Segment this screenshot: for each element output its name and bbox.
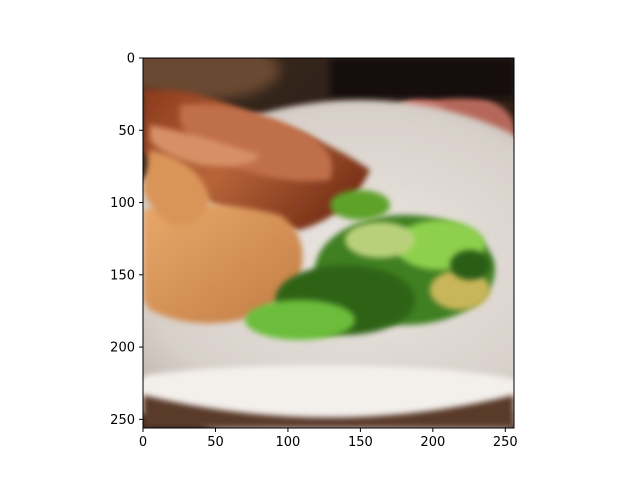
y-tick-label: 200 bbox=[110, 341, 135, 356]
food-photo bbox=[143, 58, 514, 428]
y-tick-label: 50 bbox=[118, 124, 135, 139]
axes-frame bbox=[142, 57, 515, 429]
x-tick-label: 50 bbox=[207, 435, 224, 450]
y-tick-label: 150 bbox=[110, 268, 135, 283]
x-tick-label: 250 bbox=[493, 435, 518, 450]
y-tick-label: 0 bbox=[127, 52, 135, 67]
x-tick-label: 150 bbox=[348, 435, 373, 450]
x-axis: 0 50 100 150 200 250 bbox=[139, 428, 518, 450]
y-tick-label: 250 bbox=[110, 413, 135, 428]
x-tick-label: 200 bbox=[420, 435, 445, 450]
y-axis: 0 50 100 150 200 250 bbox=[110, 52, 143, 428]
x-tick-label: 100 bbox=[276, 435, 301, 450]
y-tick-label: 100 bbox=[110, 196, 135, 211]
x-tick-label: 0 bbox=[139, 435, 147, 450]
